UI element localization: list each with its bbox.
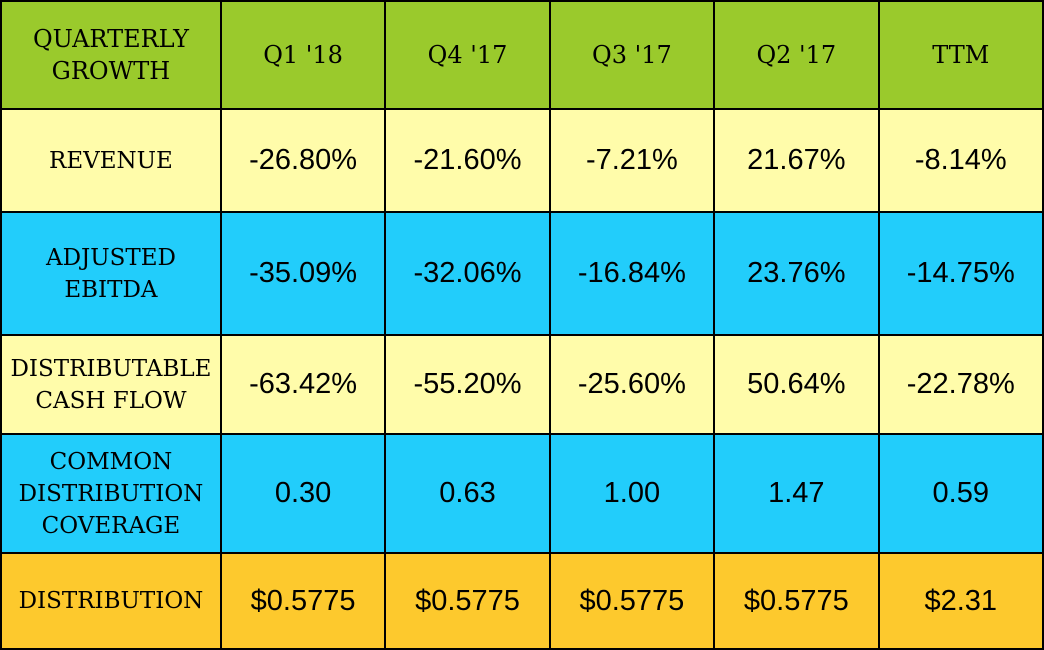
value-cell: $0.5775 xyxy=(548,552,716,650)
header-cell-q4-17: Q4 '17 xyxy=(384,0,551,110)
value-cell: $0.5775 xyxy=(384,552,551,650)
row-adjusted-ebitda: ADJUSTED EBITDA -35.09% -32.06% -16.84% … xyxy=(0,211,1044,336)
value-cell: -25.60% xyxy=(548,334,716,435)
value-cell: -63.42% xyxy=(219,334,387,435)
header-cell-q3-17: Q3 '17 xyxy=(548,0,716,110)
row-label: REVENUE xyxy=(0,108,222,213)
value-cell: 50.64% xyxy=(713,334,880,435)
value-cell: $0.5775 xyxy=(713,552,880,650)
row-distributable-cash-flow: DISTRIBUTABLE CASH FLOW -63.42% -55.20% … xyxy=(0,334,1044,435)
value-cell: -7.21% xyxy=(548,108,716,213)
value-cell: -16.84% xyxy=(548,211,716,336)
value-cell: -21.60% xyxy=(384,108,551,213)
value-cell: -26.80% xyxy=(219,108,387,213)
value-cell: 23.76% xyxy=(713,211,880,336)
row-label: ADJUSTED EBITDA xyxy=(0,211,222,336)
header-row: QUARTERLY GROWTH Q1 '18 Q4 '17 Q3 '17 Q2… xyxy=(0,0,1044,110)
row-label: DISTRIBUTABLE CASH FLOW xyxy=(0,334,222,435)
value-cell: 0.30 xyxy=(219,433,387,554)
header-cell-q2-17: Q2 '17 xyxy=(713,0,880,110)
header-cell-label: QUARTERLY GROWTH xyxy=(0,0,222,110)
row-label: DISTRIBUTION xyxy=(0,552,222,650)
row-common-distribution-coverage: COMMON DISTRIBUTION COVERAGE 0.30 0.63 1… xyxy=(0,433,1044,554)
value-cell: 21.67% xyxy=(713,108,880,213)
value-cell: 1.00 xyxy=(548,433,716,554)
value-cell: 0.59 xyxy=(877,433,1044,554)
value-cell: -14.75% xyxy=(877,211,1044,336)
value-cell: 0.63 xyxy=(384,433,551,554)
row-revenue: REVENUE -26.80% -21.60% -7.21% 21.67% -8… xyxy=(0,108,1044,213)
value-cell: -32.06% xyxy=(384,211,551,336)
row-label: COMMON DISTRIBUTION COVERAGE xyxy=(0,433,222,554)
header-cell-ttm: TTM xyxy=(877,0,1044,110)
header-cell-q1-18: Q1 '18 xyxy=(219,0,387,110)
value-cell: -22.78% xyxy=(877,334,1044,435)
value-cell: -8.14% xyxy=(877,108,1044,213)
value-cell: -35.09% xyxy=(219,211,387,336)
value-cell: 1.47 xyxy=(713,433,880,554)
row-distribution: DISTRIBUTION $0.5775 $0.5775 $0.5775 $0.… xyxy=(0,552,1044,650)
value-cell: $2.31 xyxy=(877,552,1044,650)
value-cell: $0.5775 xyxy=(219,552,387,650)
value-cell: -55.20% xyxy=(384,334,551,435)
